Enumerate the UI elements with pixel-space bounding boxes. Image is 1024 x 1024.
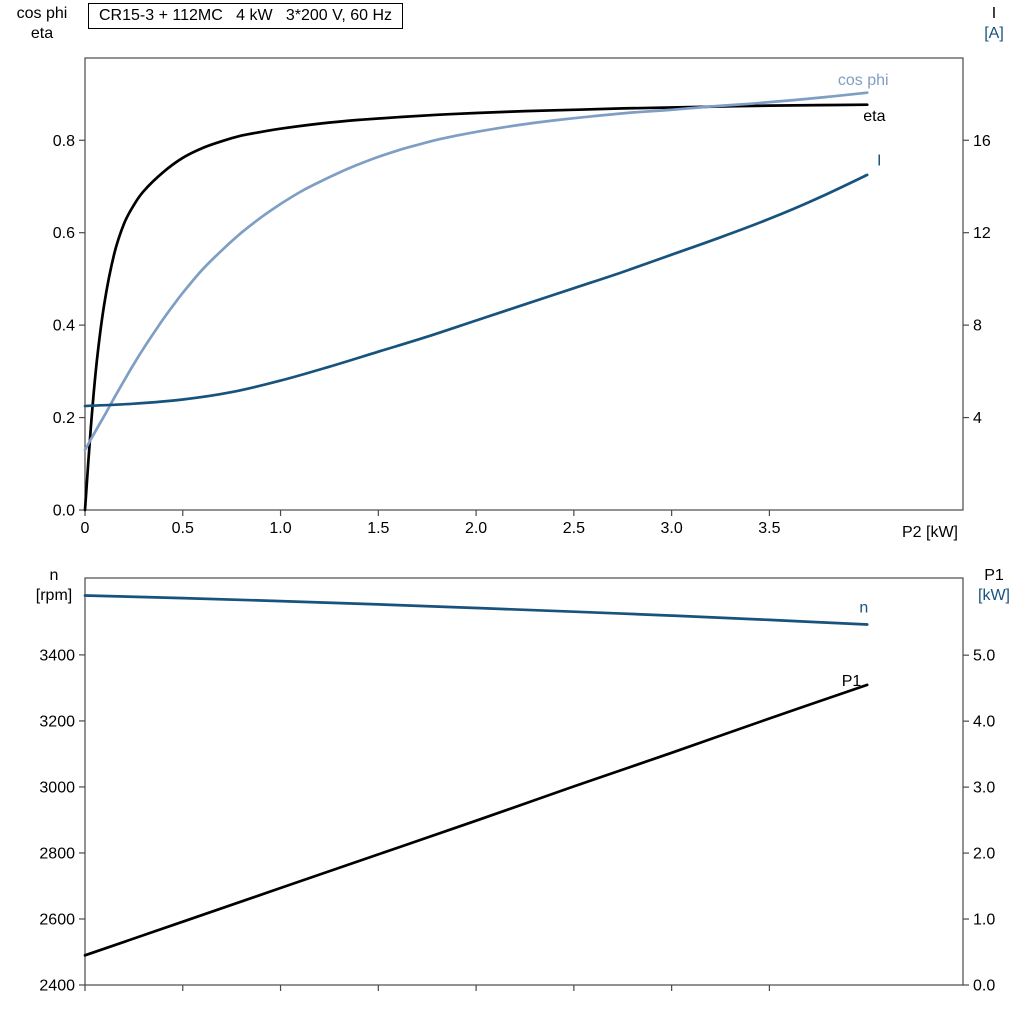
left-tick-label: 0.4 xyxy=(53,318,75,335)
top-left-axis-title: cos phi eta xyxy=(0,4,84,44)
right-tick-label: 0.0 xyxy=(973,978,995,995)
left-tick-label: 2800 xyxy=(39,845,75,862)
left-tick-label: 2600 xyxy=(39,911,75,928)
left-tick-label: 2400 xyxy=(39,978,75,995)
axis-title-current: I xyxy=(991,5,997,22)
axis-title-eta: eta xyxy=(30,25,54,42)
x-tick-label: 3.5 xyxy=(758,520,780,537)
curve-current xyxy=(83,173,869,408)
bottom-left-axis-title: n [rpm] xyxy=(12,566,96,606)
left-tick-label: 3400 xyxy=(39,647,75,664)
right-tick-label: 4 xyxy=(973,410,982,427)
x-tick-label: 2.5 xyxy=(563,520,585,537)
curve-label-eta: eta xyxy=(863,108,885,125)
x-tick-label: 2.0 xyxy=(465,520,487,537)
axis-title-p1: P1 xyxy=(984,567,1004,584)
right-tick-label: 4.0 xyxy=(973,714,995,731)
top-right-axis-title: I [A] xyxy=(966,4,1022,44)
right-tick-label: 16 xyxy=(973,133,991,150)
curve-cos-phi xyxy=(83,91,869,452)
curve-eta xyxy=(83,103,869,512)
chart-title: CR15-3 + 112MC 4 kW 3*200 V, 60 Hz xyxy=(88,3,404,29)
axis-title-p1-unit: [kW] xyxy=(978,587,1010,604)
curve-p1 xyxy=(83,683,869,957)
right-tick-label: 12 xyxy=(973,225,991,242)
x-tick-label: 3.0 xyxy=(661,520,683,537)
bottom-right-axis-title: P1 [kW] xyxy=(966,566,1022,606)
curve-label-speed: n xyxy=(859,600,868,617)
curve-label-p1: P1 xyxy=(842,673,862,690)
curve-label-current: I xyxy=(877,153,881,170)
axis-title-speed: n xyxy=(49,567,59,584)
left-tick-label: 3000 xyxy=(39,779,75,796)
right-tick-label: 3.0 xyxy=(973,780,995,797)
left-tick-label: 3200 xyxy=(39,713,75,730)
left-tick-label: 0.0 xyxy=(53,503,75,520)
curve-label-cos-phi: cos phi xyxy=(838,72,889,89)
left-tick-label: 0.6 xyxy=(53,225,75,242)
right-tick-label: 2.0 xyxy=(973,846,995,863)
plot-frame-motor-top xyxy=(84,57,964,511)
axis-title-cos-phi: cos phi xyxy=(16,5,68,22)
right-tick-label: 8 xyxy=(973,318,982,335)
curve-speed xyxy=(83,594,869,626)
left-tick-label: 0.2 xyxy=(53,410,75,427)
plot-frame-motor-bottom xyxy=(84,577,964,986)
left-tick-label: 0.8 xyxy=(53,133,75,150)
axis-title-speed-unit: [rpm] xyxy=(35,587,73,604)
x-tick-label: 0.5 xyxy=(172,520,194,537)
axis-title-current-unit: [A] xyxy=(984,25,1004,42)
right-tick-label: 5.0 xyxy=(973,648,995,665)
x-tick-label: 1.0 xyxy=(269,520,291,537)
x-tick-label: 0 xyxy=(81,520,90,537)
x-tick-label: 1.5 xyxy=(367,520,389,537)
x-axis-title: P2 [kW] xyxy=(901,524,958,541)
right-tick-label: 1.0 xyxy=(973,912,995,929)
